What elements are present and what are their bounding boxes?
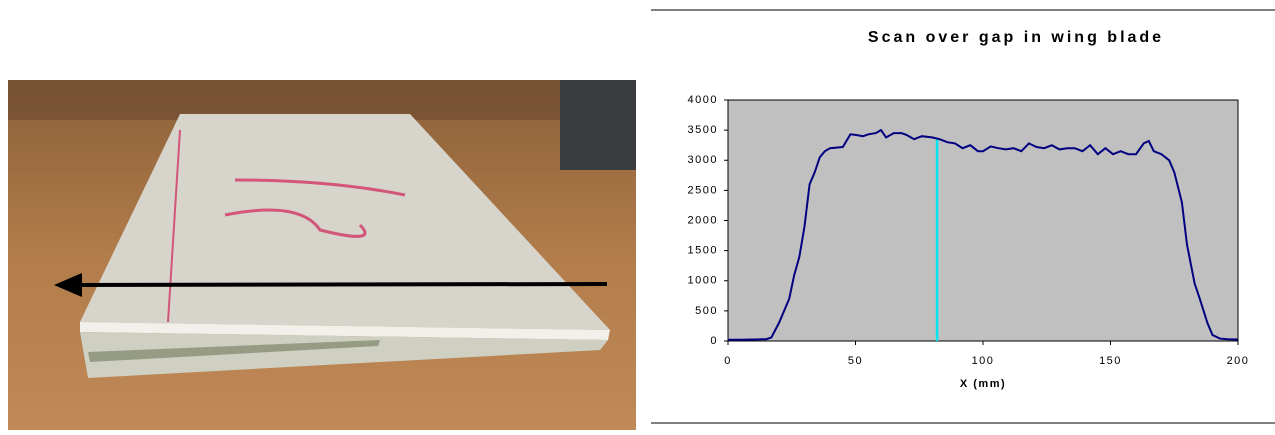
y-tick-label: 4000 xyxy=(688,94,718,106)
y-tick-label: 2000 xyxy=(688,214,718,226)
y-tick-label: 0 xyxy=(710,335,718,347)
y-tick-label: 2500 xyxy=(688,184,718,196)
x-tick-label: 200 xyxy=(1227,355,1250,367)
y-tick-label: 500 xyxy=(695,305,718,317)
x-tick-label: 0 xyxy=(724,355,732,367)
chart-title: Scan over gap in wing blade xyxy=(868,29,1164,46)
y-tick-label: 3500 xyxy=(688,124,718,136)
photo xyxy=(8,80,636,430)
y-tick-label: 1500 xyxy=(688,245,718,257)
y-tick-label: 1000 xyxy=(688,275,718,287)
x-axis-label: X (mm) xyxy=(960,378,1006,390)
x-tick-label: 50 xyxy=(848,355,863,367)
x-tick-label: 100 xyxy=(972,355,995,367)
x-tick-label: 150 xyxy=(1099,355,1122,367)
y-tick-label: 3000 xyxy=(688,154,718,166)
page: Scan over gap in wing blade X (mm) 05001… xyxy=(0,0,1275,430)
